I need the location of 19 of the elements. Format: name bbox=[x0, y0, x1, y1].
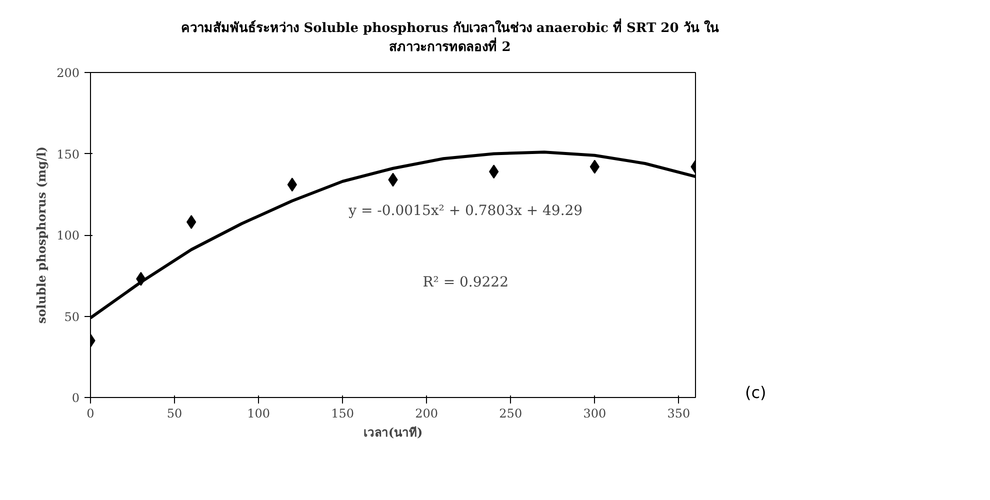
x-tick-label: 250 bbox=[499, 406, 522, 421]
annotation: y = -0.0015x² + 0.7803x + 49.29 bbox=[348, 202, 583, 219]
y-tick-label: 150 bbox=[56, 147, 80, 162]
x-axis-title: เวลา(นาที) bbox=[363, 426, 423, 440]
y-tick-label: 100 bbox=[56, 228, 80, 243]
x-tick-label: 100 bbox=[247, 406, 270, 421]
x-tick-label: 200 bbox=[415, 406, 438, 421]
annotation: R² = 0.9222 bbox=[422, 274, 508, 290]
y-tick-label: 0 bbox=[72, 391, 80, 406]
chart-title: ความสัมพันธ์ระหว่าง Soluble phosphorus กับเวลาในช่วง anaerobic ที่ SRT 20 วัน ในสภาวะการทดลองที่ 2 bbox=[180, 20, 720, 57]
y-tick-label: 50 bbox=[64, 310, 80, 324]
x-tick-label: 150 bbox=[331, 406, 354, 421]
x-tick-label: 50 bbox=[166, 406, 182, 421]
x-tick-label: 0 bbox=[86, 406, 94, 421]
text: (c) bbox=[745, 382, 766, 404]
x-tick-label: 350 bbox=[667, 406, 690, 421]
x-tick-label: 300 bbox=[583, 406, 606, 421]
y-axis-title: soluble phosphorus (mg/l) bbox=[34, 146, 49, 324]
y-tick-label: 200 bbox=[56, 66, 80, 80]
